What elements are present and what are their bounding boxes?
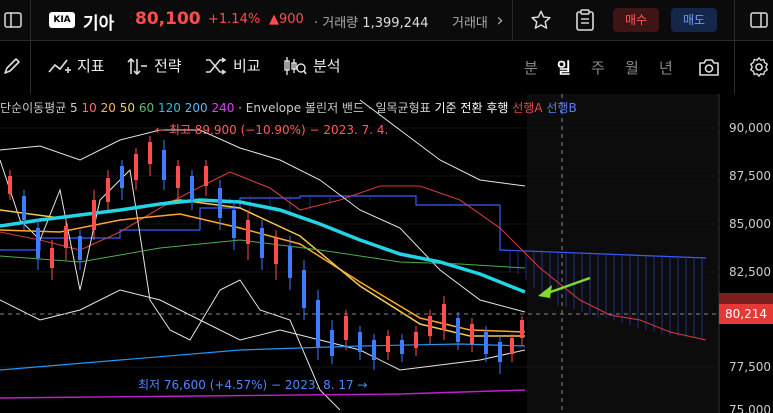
ichimoku-base-label: 기준 [434, 101, 457, 115]
envelope-label: · Envelope [238, 101, 302, 115]
ma120-label: 120 [157, 101, 181, 115]
current-price-tag: 80,214 [719, 304, 773, 324]
arrow-annotation-icon [538, 276, 591, 298]
prev-price-tag [719, 293, 773, 304]
ticker-name[interactable]: 기아 [83, 14, 115, 34]
buy-button[interactable]: 매수 [613, 8, 659, 32]
ma50-label: 50 [119, 101, 136, 115]
drawing-pen-icon[interactable] [0, 54, 24, 78]
axis-label-82500: 82,500 [729, 265, 771, 279]
bollinger-label: 볼린저 밴드 [304, 101, 364, 115]
camera-icon[interactable] [697, 55, 721, 79]
ichimoku-spanB-label: 선행B [546, 101, 577, 115]
chevron-right-icon[interactable]: › [496, 9, 504, 31]
axis-label-87500: 87,500 [729, 169, 771, 183]
period-minute[interactable]: 분 [524, 59, 538, 77]
compare-label: 비교 [233, 57, 261, 75]
compare-button[interactable]: 비교 [205, 55, 261, 76]
volume-info: · 거래량 1,399,244 [314, 12, 428, 31]
low-annotation: 최저 76,600 (+4.57%) − 2023. 8. 17 → [138, 378, 368, 392]
indicator-icon [48, 58, 71, 73]
ticker-change-abs: ▲900 [269, 12, 304, 27]
period-day[interactable]: 일 [557, 59, 571, 77]
ma240-label: 240 [211, 101, 235, 115]
clipboard-icon[interactable] [572, 8, 598, 32]
sidebar-toggle-icon[interactable] [0, 10, 26, 30]
ichimoku-label: · 일목균형표 [367, 101, 431, 115]
ichimoku-conv-label: 전환 [460, 101, 483, 115]
compare-icon [206, 56, 227, 75]
strategy-button[interactable]: 전략 [126, 55, 182, 76]
top-bar: KIA 기아 80,100 +1.14% ▲900 · 거래량 1,399,24… [0, 0, 773, 41]
analysis-button[interactable]: 분석 [283, 55, 341, 76]
ticker-price: 80,100 [135, 9, 201, 29]
settings-gear-icon[interactable] [747, 55, 771, 79]
volume-label: · 거래량 [314, 16, 359, 31]
high-annotation: ← 최고 89,900 (−10.90%) − 2023. 7. 4. [155, 123, 389, 137]
period-month[interactable]: 월 [625, 59, 639, 77]
ichimoku-lag-label: 후행 [486, 101, 509, 115]
ma-prefix: 단순이동평균 5 [0, 101, 78, 115]
strategy-label: 전략 [154, 57, 182, 75]
star-icon[interactable] [528, 8, 554, 32]
axis-label-85000: 85,000 [729, 217, 771, 231]
indicator-legend[interactable]: 단순이동평균 5 10 20 50 60 120 200 240 · Envel… [0, 99, 577, 116]
axis-label-75000: 75,000 [729, 403, 771, 413]
period-year[interactable]: 년 [659, 59, 673, 77]
company-logo: KIA [49, 12, 75, 28]
sell-button[interactable]: 매도 [671, 8, 717, 32]
amount-label: 거래대 [452, 16, 488, 31]
period-week[interactable]: 주 [591, 59, 605, 77]
ma200-label: 200 [184, 101, 208, 115]
axis-label-90000: 90,000 [729, 121, 771, 135]
price-chart[interactable] [0, 94, 773, 413]
axis-label-77500: 77,500 [729, 360, 771, 374]
analysis-icon [284, 56, 307, 75]
ichimoku-spanA-label: 선행A [512, 101, 543, 115]
analysis-label: 분석 [313, 57, 341, 75]
indicator-label: 지표 [77, 57, 105, 75]
panel-toggle-icon[interactable] [748, 10, 770, 30]
strategy-icon [127, 57, 147, 75]
chart-toolbar: 지표 전략 비교 분석 [0, 41, 773, 95]
ma10-label: 10 [81, 101, 97, 115]
indicator-button[interactable]: 지표 [47, 55, 105, 76]
ticker-change-pct: +1.14% [208, 12, 261, 27]
ma60-label: 60 [138, 101, 155, 115]
ma20-label: 20 [100, 101, 116, 115]
volume-value: 1,399,244 [362, 16, 429, 31]
